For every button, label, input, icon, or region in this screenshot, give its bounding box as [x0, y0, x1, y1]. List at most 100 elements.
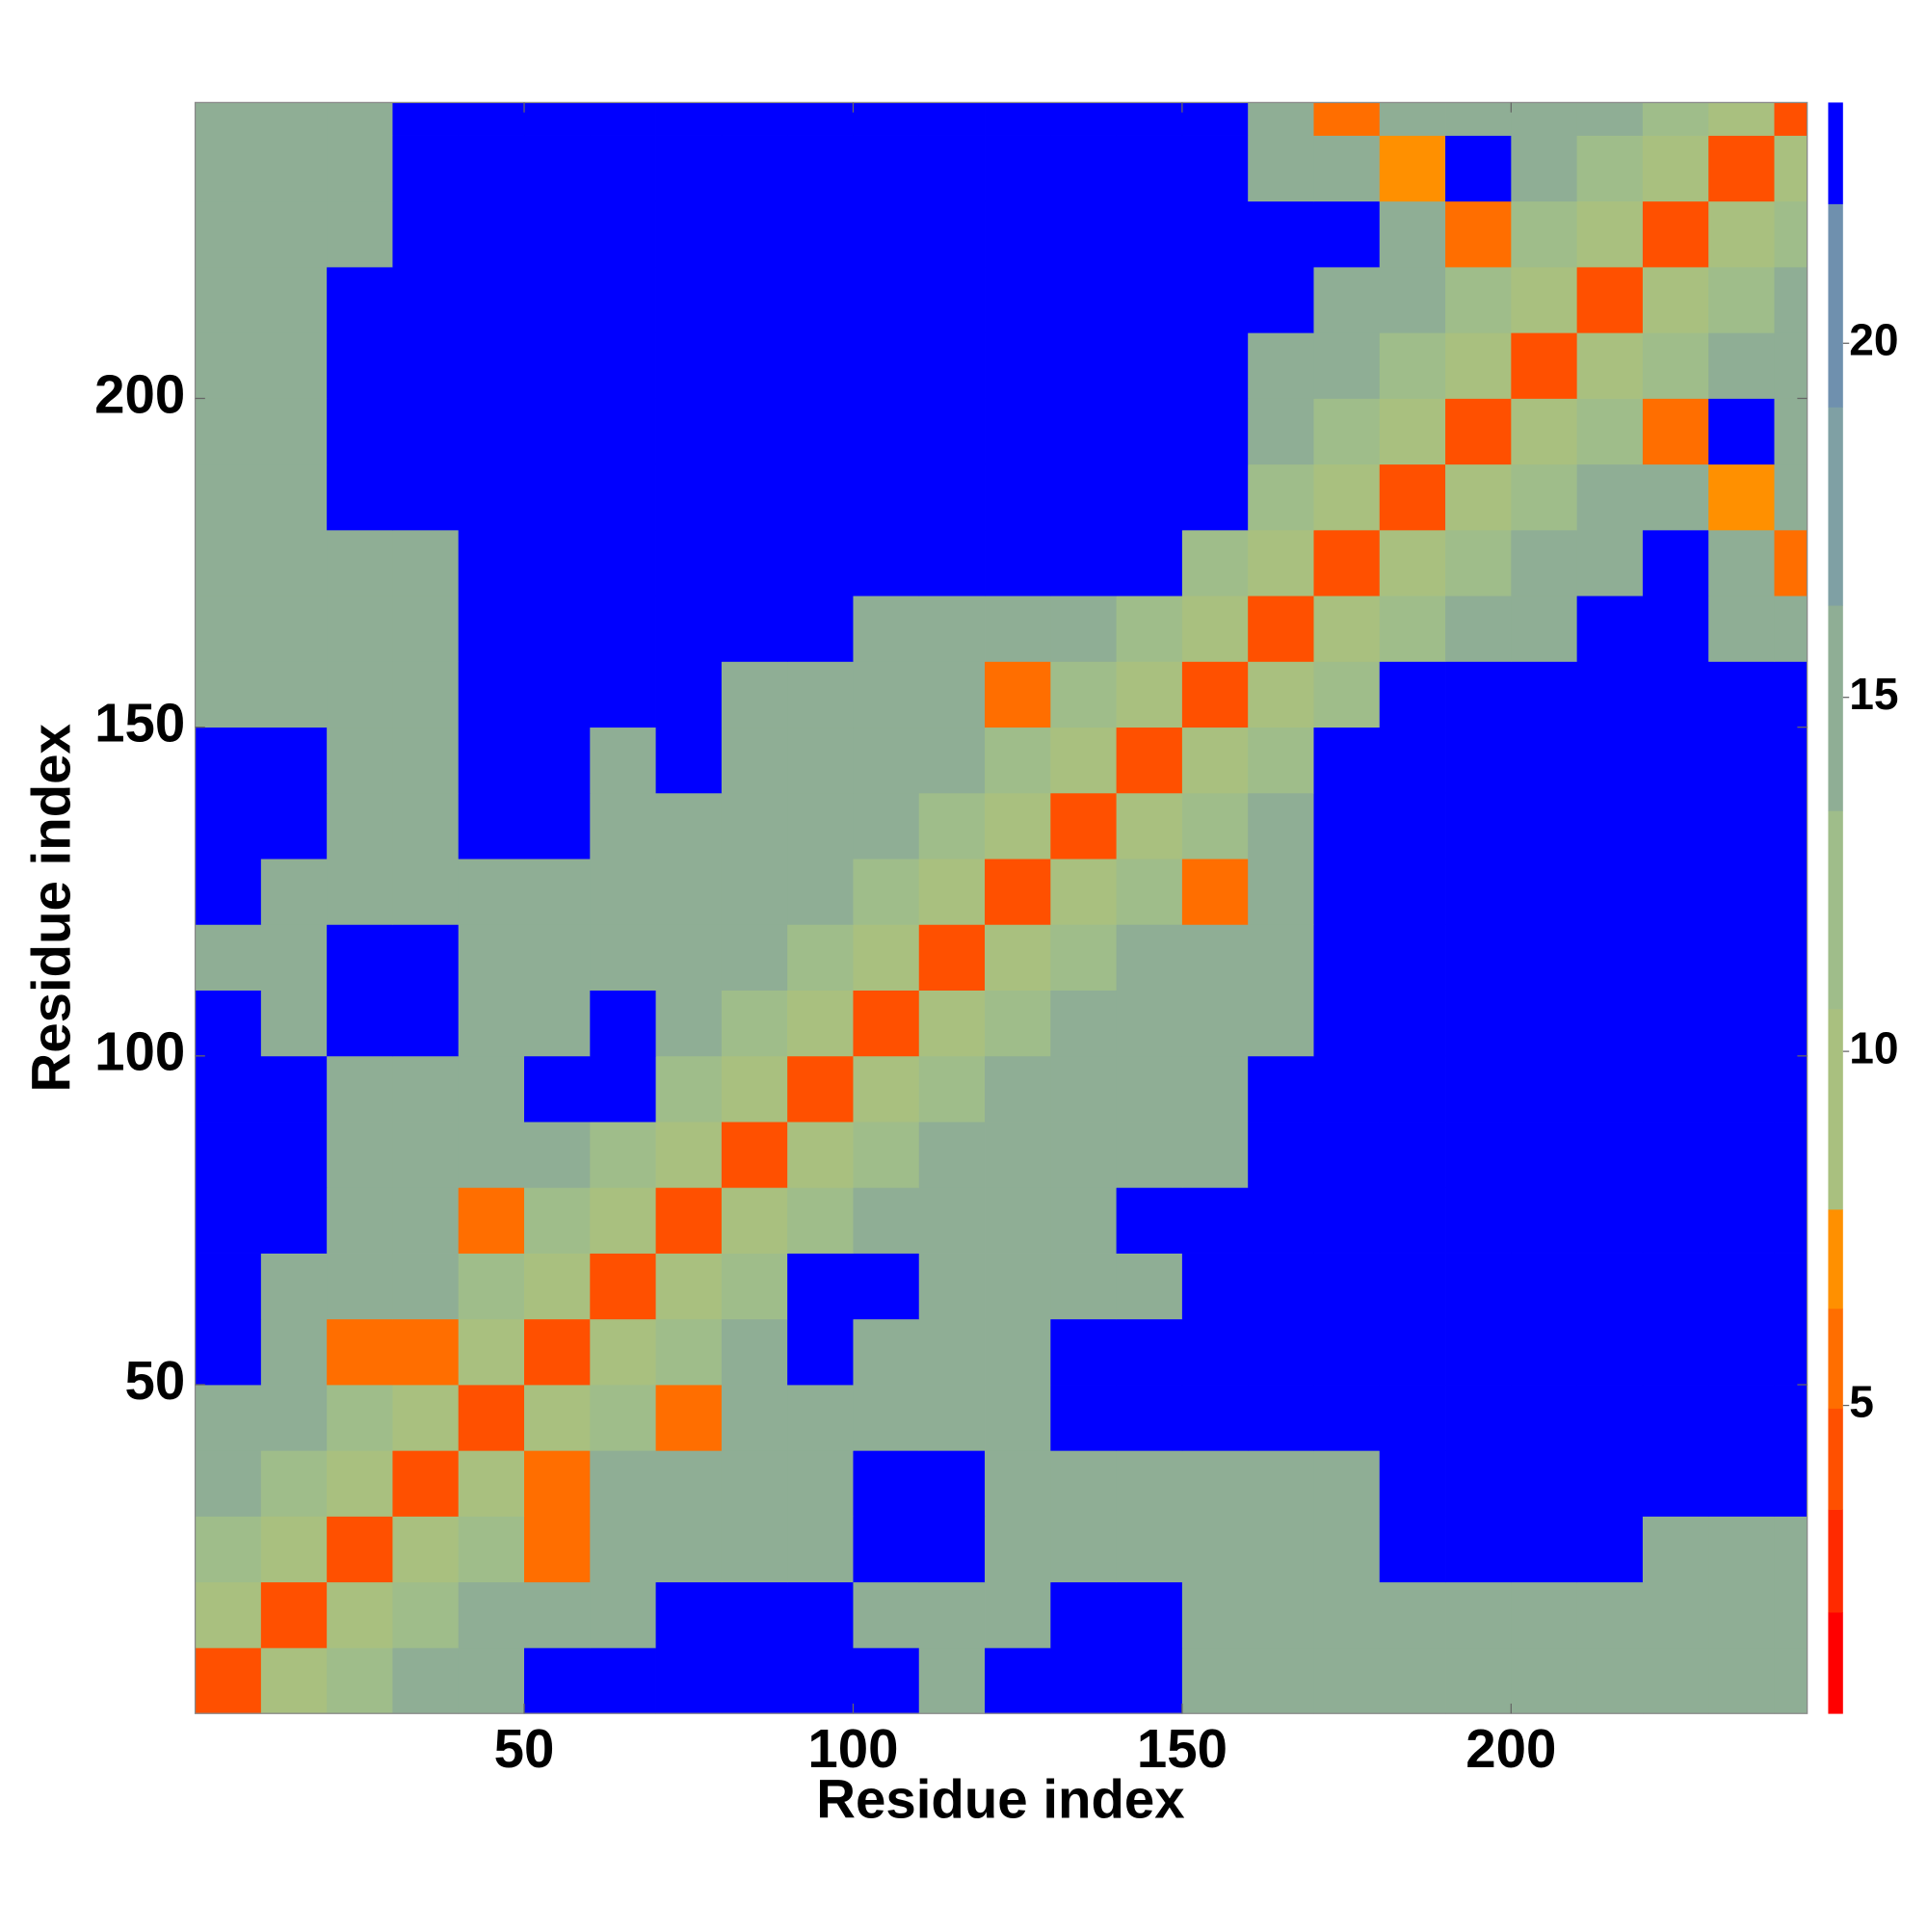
heatmap-cell — [458, 859, 525, 925]
heatmap-cell — [655, 1647, 723, 1714]
heatmap-cell — [1313, 332, 1381, 399]
heatmap-cell — [787, 1318, 854, 1386]
heatmap-cell — [1050, 1516, 1117, 1583]
heatmap-cell — [1050, 332, 1117, 399]
heatmap-cell — [1511, 1385, 1578, 1451]
heatmap-cell — [985, 859, 1051, 925]
x-tick-label: 200 — [1465, 1718, 1556, 1779]
heatmap-cell — [655, 727, 723, 794]
heatmap-cell — [721, 102, 788, 136]
heatmap-cell — [787, 727, 854, 794]
heatmap-cell — [260, 1581, 328, 1649]
heatmap-cell — [590, 1318, 656, 1386]
heatmap-cell — [787, 1122, 854, 1188]
heatmap-cell — [590, 727, 656, 794]
heatmap-cell — [1050, 135, 1117, 202]
heatmap-cell — [1445, 398, 1512, 465]
heatmap-cell — [195, 859, 262, 925]
heatmap-cell — [458, 1581, 525, 1649]
heatmap-cell — [918, 792, 986, 860]
heatmap-cell — [392, 267, 460, 333]
heatmap-cell — [853, 661, 920, 728]
heatmap-cell — [1050, 1318, 1117, 1386]
heatmap-cell — [1774, 1516, 1808, 1583]
heatmap-cell — [392, 1122, 460, 1188]
heatmap-cell — [1642, 1187, 1709, 1254]
heatmap-cell — [1511, 1581, 1578, 1649]
heatmap-cell — [260, 859, 328, 925]
heatmap-cell — [1774, 135, 1808, 202]
heatmap-cell — [721, 1647, 788, 1714]
x-tick-label: 50 — [494, 1718, 555, 1779]
heatmap-cell — [195, 1385, 262, 1451]
heatmap-cell — [458, 1647, 525, 1714]
heatmap-cell — [1050, 267, 1117, 333]
colorbar-band — [1828, 203, 1843, 408]
heatmap-cell — [327, 1647, 393, 1714]
heatmap-cell — [327, 990, 393, 1057]
heatmap-cell — [260, 1318, 328, 1386]
heatmap-cell — [1445, 332, 1512, 399]
heatmap-cell — [721, 859, 788, 925]
heatmap-cell — [1050, 1055, 1117, 1123]
heatmap-cell — [392, 463, 460, 531]
heatmap-cell — [1445, 1647, 1512, 1714]
heatmap-cell — [327, 1318, 393, 1386]
heatmap-cell — [787, 661, 854, 728]
heatmap-cell — [655, 200, 723, 268]
heatmap-cell — [985, 135, 1051, 202]
heatmap-cell — [195, 200, 262, 268]
heatmap-cell — [1379, 135, 1446, 202]
heatmap-cell — [590, 859, 656, 925]
heatmap-cell — [1708, 1318, 1775, 1386]
heatmap-cell — [1379, 595, 1446, 662]
heatmap-cell — [1181, 1122, 1249, 1188]
heatmap-cell — [1708, 1253, 1775, 1320]
heatmap-cell — [1116, 792, 1183, 860]
heatmap-cell — [1774, 990, 1808, 1057]
heatmap-cell — [195, 1122, 262, 1188]
heatmap-cell — [392, 1187, 460, 1254]
heatmap-cell — [260, 463, 328, 531]
heatmap-cell — [721, 595, 788, 662]
heatmap-cell — [590, 332, 656, 399]
heatmap-cell — [1181, 661, 1249, 728]
heatmap-cell — [260, 661, 328, 728]
colorbar-band — [1828, 407, 1843, 606]
heatmap-cell — [392, 727, 460, 794]
heatmap-cell — [392, 529, 460, 596]
heatmap-cell — [1116, 463, 1183, 531]
heatmap-cell — [721, 332, 788, 399]
heatmap-cell — [1313, 135, 1381, 202]
heatmap-cell — [327, 1516, 393, 1583]
heatmap-cell — [195, 529, 262, 596]
heatmap-cell — [1708, 1581, 1775, 1649]
heatmap-cell — [1642, 463, 1709, 531]
heatmap-cell — [853, 398, 920, 465]
heatmap-cell — [985, 332, 1051, 399]
heatmap-cell — [853, 1318, 920, 1386]
heatmap-cell — [1511, 1187, 1578, 1254]
heatmap-cell — [327, 200, 393, 268]
heatmap-cell — [1379, 1187, 1446, 1254]
heatmap-cell — [853, 135, 920, 202]
heatmap-cell — [1445, 727, 1512, 794]
heatmap-cell — [1774, 1581, 1808, 1649]
heatmap-cell — [1774, 1055, 1808, 1123]
heatmap-cell — [1116, 1253, 1183, 1320]
heatmap-cell — [1116, 1318, 1183, 1386]
heatmap-cell — [787, 924, 854, 991]
plot-frame — [194, 101, 1808, 1714]
heatmap-cell — [787, 595, 854, 662]
heatmap-cell — [524, 102, 591, 136]
heatmap-cell — [590, 595, 656, 662]
heatmap-cell — [1445, 1450, 1512, 1517]
heatmap-cell — [1576, 1516, 1644, 1583]
heatmap-cell — [392, 661, 460, 728]
heatmap-cell — [918, 924, 986, 991]
heatmap-cell — [1379, 332, 1446, 399]
heatmap-cell — [392, 398, 460, 465]
heatmap-cell — [985, 727, 1051, 794]
heatmap-cell — [1181, 200, 1249, 268]
